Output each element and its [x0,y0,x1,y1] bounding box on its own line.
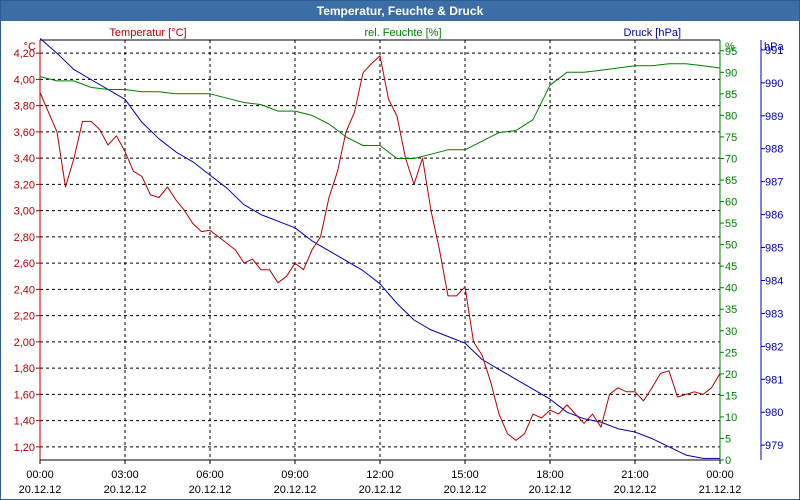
temperature-tick-label: 2,40 [14,284,35,296]
x-tick-date: 21.12.12 [699,484,742,496]
humidity-tick-label: 45 [725,261,737,273]
pressure-tick-label: 985 [765,243,783,255]
temperature-series-line [39,55,721,441]
temperature-tick-label: 2,00 [14,337,35,349]
x-tick-date: 20.12.12 [614,484,657,496]
humidity-unit: % [725,41,735,53]
humidity-tick-label: 90 [725,67,737,79]
x-tick-time: 06:00 [196,469,224,481]
pressure-axis-title: Druck [hPa] [624,27,681,39]
x-tick-time: 15:00 [451,469,479,481]
humidity-tick-label: 40 [725,283,737,295]
temperature-tick-label: 2,20 [14,311,35,323]
pressure-tick-label: 980 [765,407,783,419]
humidity-tick-label: 25 [725,347,737,359]
x-tick-date: 20.12.12 [274,484,317,496]
pressure-tick-label: 991 [765,45,783,57]
x-tick-date: 20.12.12 [19,484,62,496]
humidity-tick-label: 85 [725,89,737,101]
x-tick-date: 20.12.12 [529,484,572,496]
humidity-tick-label: 95 [725,46,737,58]
temperature-tick-label: 3,60 [14,127,35,139]
temperature-tick-label: 4,00 [14,74,35,86]
humidity-tick-label: 55 [725,218,737,230]
pressure-axis: 991 990 989 988 987 986 985 984 983 982 981 980 979 h… [761,41,784,452]
pressure-tick-label: 979 [765,440,783,452]
temperature-tick-label: 1,20 [14,442,35,454]
temperature-tick-label: 1,80 [14,363,35,375]
temperature-tick-label: 3,80 [14,101,35,113]
temperature-unit: °C [24,41,36,53]
humidity-tick-label: 20 [725,369,737,381]
pressure-tick-label: 983 [765,308,783,320]
pressure-unit: hPa [764,41,784,53]
x-tick-time: 21:00 [621,469,649,481]
temperature-tick-label: 2,80 [14,232,35,244]
pressure-series-line [39,38,720,459]
axes-frame [39,39,762,461]
pressure-tick-label: 989 [765,111,783,123]
humidity-tick-label: 5 [725,433,731,445]
x-tick-time: 00:00 [26,469,54,481]
pressure-tick-label: 987 [765,177,783,189]
axis-headers: Temperatur [°C] rel. Feuchte [%] Druck [hP… [109,27,681,39]
humidity-tick-label: 30 [725,326,737,338]
humidity-tick-label: 10 [725,412,737,424]
humidity-axis-title: rel. Feuchte [%] [364,27,441,39]
x-tick-date: 20.12.12 [444,484,487,496]
x-tick-date: 20.12.12 [189,484,232,496]
x-tick-time: 09:00 [281,469,309,481]
x-tick-time: 12:00 [366,469,394,481]
humidity-tick-label: 70 [725,153,737,165]
series-lines [39,38,721,459]
pressure-tick-label: 982 [765,341,783,353]
humidity-tick-label: 60 [725,197,737,209]
temperature-tick-label: 3,40 [14,153,35,165]
x-tick-time: 18:00 [536,469,564,481]
humidity-tick-label: 75 [725,132,737,144]
temperature-axis-title: Temperatur [°C] [109,27,186,39]
pressure-tick-label: 981 [765,374,783,386]
humidity-series-line [39,63,721,159]
temperature-axis: 4,20 4,00 3,80 3,60 3,40 3,20 3,00 2,80 2,60 2,40… [14,41,40,454]
temperature-tick-label: 4,20 [14,48,35,60]
temperature-tick-label: 3,00 [14,206,35,218]
grid-lines [40,40,720,460]
humidity-tick-label: 80 [725,110,737,122]
humidity-tick-label: 15 [725,390,737,402]
humidity-tick-label: 65 [725,175,737,187]
x-tick-time: 03:00 [111,469,139,481]
pressure-tick-label: 990 [765,78,783,90]
chart-title: Temperatur, Feuchte & Druck [316,4,484,18]
x-tick-date: 20.12.12 [104,484,147,496]
humidity-tick-label: 35 [725,304,737,316]
temperature-tick-label: 2,60 [14,258,35,270]
x-axis: 00:00 20.12.12 03:00 20.12.12 06:00 20.12.12 0… [19,460,742,496]
temperature-tick-label: 3,20 [14,179,35,191]
x-tick-time: 00:00 [706,469,734,481]
humidity-tick-label: 50 [725,240,737,252]
temperature-tick-label: 1,60 [14,389,35,401]
x-tick-date: 20.12.12 [359,484,402,496]
pressure-tick-label: 986 [765,210,783,222]
temperature-tick-label: 1,40 [14,416,35,428]
humidity-tick-label: 0 [725,455,731,467]
pressure-tick-label: 984 [765,275,783,287]
pressure-tick-label: 988 [765,144,783,156]
title-bar: Temperatur, Feuchte & Druck [1,1,799,21]
